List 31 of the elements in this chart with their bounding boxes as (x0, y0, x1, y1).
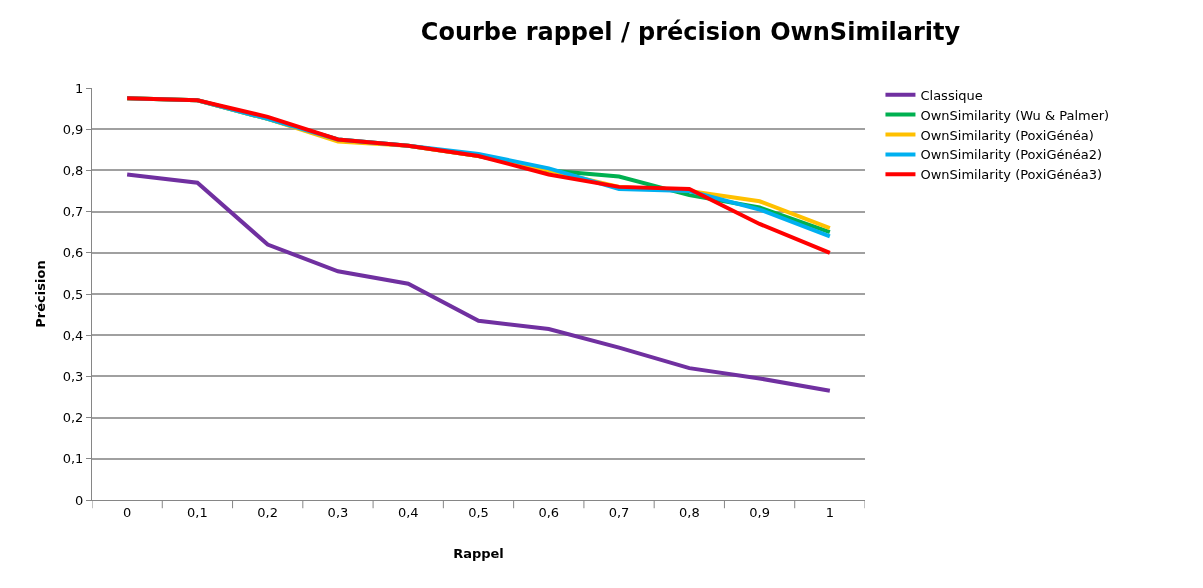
x-tick-label: 0,3 (327, 504, 349, 520)
line-series (125, 172, 832, 393)
legend-label: OwnSimilarity (PoxiGénéa2) (920, 147, 1103, 163)
y-tick-label: 0,8 (62, 162, 84, 178)
x-tick-label: 0 (123, 504, 132, 520)
y-axis-title: Précision (32, 260, 48, 328)
legend-label: OwnSimilarity (PoxiGénéa3) (920, 167, 1103, 183)
y-tick-label: 0,3 (62, 368, 84, 384)
chart-title: Courbe rappel / précision OwnSimilarity (420, 18, 961, 47)
x-tick-label: 0,8 (678, 504, 700, 520)
y-tick-label: 0 (75, 492, 84, 508)
x-tick-label: 0,9 (749, 504, 770, 520)
x-tick-label: 0,5 (468, 504, 489, 520)
y-tick-label: 0,1 (62, 451, 84, 467)
legend-label: OwnSimilarity (Wu & Palmer) (920, 107, 1110, 123)
y-tick-label: 0,5 (62, 286, 84, 302)
y-tick-label: 0,7 (62, 204, 84, 220)
x-tick-label: 0,7 (608, 504, 630, 520)
x-tick-label: 0,4 (397, 504, 419, 520)
x-tick-label: 0,2 (257, 504, 279, 520)
y-tick-label: 0,4 (62, 327, 84, 343)
y-tick-label: 0,9 (62, 121, 84, 137)
y-tick-label: 1 (75, 80, 84, 96)
x-tick-label: 0,1 (187, 504, 208, 520)
x-tick-label: 1 (825, 504, 834, 520)
legend-label: OwnSimilarity (PoxiGénéa) (920, 127, 1094, 143)
x-tick-label: 0,6 (538, 504, 560, 520)
x-axis-title: Rappel (453, 546, 504, 562)
y-tick-label: 0,2 (62, 410, 84, 426)
y-tick-label: 0,6 (62, 245, 84, 261)
legend-label: Classique (920, 87, 983, 103)
